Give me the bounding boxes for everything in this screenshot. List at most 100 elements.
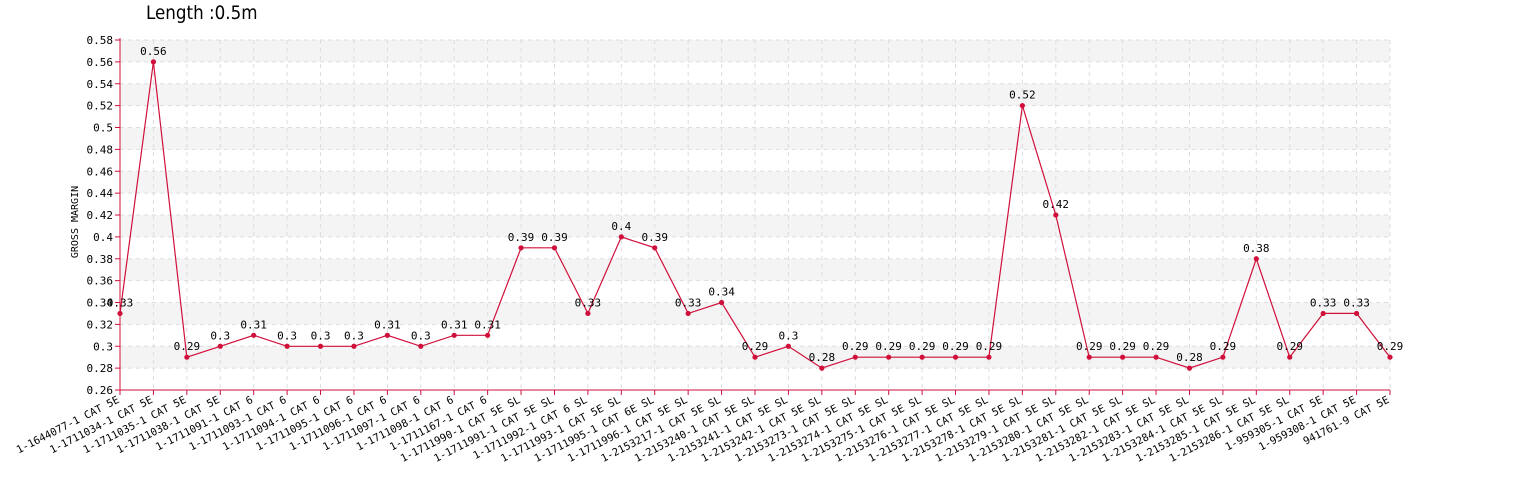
data-point <box>117 310 123 317</box>
data-label: 0.4 <box>611 220 631 233</box>
y-tick-label: 0.32 <box>87 318 114 331</box>
data-point <box>351 343 357 349</box>
data-label: 0.28 <box>1176 351 1203 364</box>
data-label: 0.31 <box>240 318 267 331</box>
data-point <box>819 365 825 371</box>
data-label: 0.29 <box>1076 340 1103 353</box>
data-point <box>1353 310 1360 317</box>
data-labels: 0.33 0.56 0.29 0.3 0.31 0.3 0.3 0.3 0.31 0.3 0.31 0… <box>107 45 1404 364</box>
data-point <box>785 343 792 349</box>
y-tick-label: 0.58 <box>87 34 114 47</box>
y-tick-label: 0.36 <box>87 275 114 288</box>
y-tick-label: 0.42 <box>87 209 114 222</box>
data-point <box>718 299 725 306</box>
y-tick-label: 0.38 <box>87 253 114 266</box>
data-label: 0.56 <box>140 45 167 58</box>
data-point <box>518 245 524 251</box>
data-label: 0.29 <box>1143 340 1170 353</box>
data-point <box>1220 354 1226 360</box>
data-point <box>1320 310 1326 317</box>
data-point <box>685 310 691 317</box>
y-tick-label: 0.52 <box>87 100 114 113</box>
data-point <box>184 354 190 360</box>
y-tick-label: 0.5 <box>93 122 113 135</box>
band <box>120 258 1390 281</box>
data-label: 0.29 <box>1210 340 1237 353</box>
data-point <box>1387 354 1393 360</box>
x-tick-labels: 1-1644077-1 CAT 5E1-1711034-1 CAT 5E1-17… <box>15 394 1392 465</box>
y-axis-label: GROSS MARGIN <box>70 186 81 258</box>
data-label: 0.29 <box>976 340 1003 353</box>
data-point <box>217 343 223 349</box>
data-point <box>618 234 624 240</box>
data-point <box>317 343 324 349</box>
data-point <box>451 332 457 338</box>
chart-title: Length :0.5m <box>146 2 258 24</box>
data-label: 0.3 <box>344 329 364 342</box>
band <box>120 83 1390 106</box>
data-point <box>1186 365 1193 371</box>
y-tick-label: 0.4 <box>93 231 113 244</box>
data-point <box>1120 354 1126 360</box>
y-tick-label: 0.3 <box>93 340 113 353</box>
data-point <box>585 310 591 317</box>
series-gross-margin <box>117 59 1393 371</box>
data-label: 0.33 <box>1343 296 1370 309</box>
y-tick-label: 0.48 <box>87 143 114 156</box>
y-tick-label: 0.34 <box>87 297 114 310</box>
data-point <box>1086 354 1092 360</box>
data-label: 0.29 <box>875 340 902 353</box>
y-tick-label: 0.28 <box>87 362 114 375</box>
grid-lines <box>119 39 1391 391</box>
data-point <box>485 332 491 338</box>
y-tick-label: 0.44 <box>87 187 114 200</box>
data-label: 0.29 <box>1109 340 1136 353</box>
data-label: 0.29 <box>842 340 869 353</box>
data-label: 0.3 <box>210 329 230 342</box>
data-label: 0.29 <box>1377 340 1404 353</box>
data-label: 0.29 <box>742 340 769 353</box>
data-point <box>284 343 290 349</box>
data-label: 0.52 <box>1009 89 1036 102</box>
data-point <box>551 245 558 251</box>
data-point <box>919 354 925 360</box>
data-point <box>752 354 758 360</box>
data-label: 0.29 <box>942 340 969 353</box>
data-label: 0.3 <box>277 329 297 342</box>
data-label: 0.29 <box>174 340 201 353</box>
data-point <box>150 59 157 65</box>
data-label: 0.31 <box>374 318 401 331</box>
data-label: 0.33 <box>1310 296 1337 309</box>
data-point <box>1287 354 1293 360</box>
data-label: 0.38 <box>1243 242 1270 255</box>
data-point <box>886 354 892 360</box>
data-point <box>952 354 959 360</box>
data-label: 0.39 <box>508 231 535 244</box>
data-point <box>986 354 992 360</box>
data-label: 0.39 <box>541 231 568 244</box>
data-label: 0.33 <box>107 296 134 309</box>
data-label: 0.31 <box>441 318 468 331</box>
y-tick-label: 0.26 <box>87 384 114 397</box>
y-tick-label: 0.46 <box>87 165 114 178</box>
data-label: 0.3 <box>778 329 798 342</box>
data-point <box>652 245 658 251</box>
data-label: 0.3 <box>311 329 331 342</box>
data-label: 0.39 <box>641 231 668 244</box>
data-point <box>1253 256 1259 262</box>
data-label: 0.42 <box>1043 198 1070 211</box>
data-label: 0.3 <box>411 329 431 342</box>
data-point <box>251 332 257 338</box>
data-label: 0.33 <box>575 296 602 309</box>
data-point <box>1153 354 1159 360</box>
data-point <box>1019 103 1025 109</box>
data-label: 0.29 <box>909 340 936 353</box>
y-tick-label: 0.54 <box>87 78 114 91</box>
data-point <box>1053 212 1059 218</box>
data-point <box>852 354 858 360</box>
data-label: 0.33 <box>675 296 702 309</box>
axes <box>115 38 1391 395</box>
band <box>120 171 1390 194</box>
y-tick-labels: 0.26 0.28 0.3 0.32 0.34 0.36 0.38 0.4 0.42 0.44 0.… <box>87 34 114 397</box>
